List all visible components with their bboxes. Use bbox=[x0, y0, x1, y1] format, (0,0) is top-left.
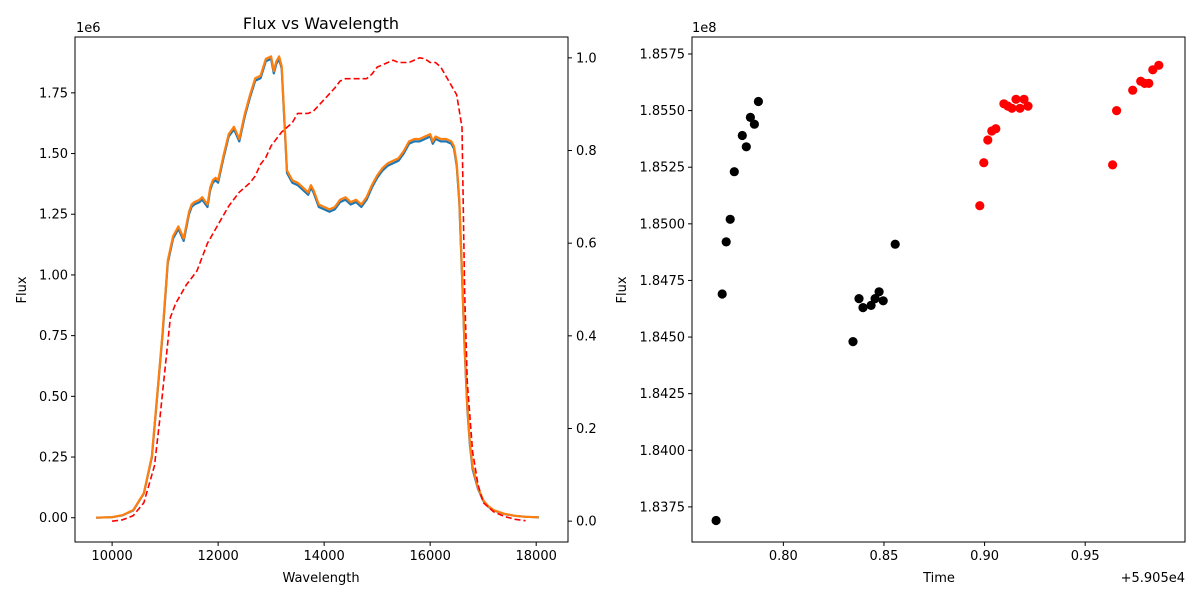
right-y-tick-label: 1.8525 bbox=[640, 161, 686, 176]
right-point-black-points bbox=[858, 303, 868, 313]
right-point-black-points bbox=[729, 167, 739, 177]
left-x-ticks: 10000 12000 14000 16000 18000 bbox=[91, 542, 557, 564]
left-chart-title: Flux vs Wavelength bbox=[243, 14, 399, 33]
right-point-black-points bbox=[721, 237, 731, 247]
left-series-flux-orange bbox=[96, 55, 539, 519]
right-point-black-points bbox=[874, 287, 884, 297]
right-y-tick-label: 1.8375 bbox=[640, 500, 686, 515]
right-point-red-points bbox=[1108, 160, 1118, 170]
right-x-tick-label: 0.80 bbox=[769, 549, 798, 564]
right-y-tick-label: 1.8500 bbox=[640, 217, 686, 232]
right-y-axis-label: Flux bbox=[615, 276, 630, 303]
left-y-tick-label: 1.50 bbox=[39, 147, 68, 162]
right-point-black-points bbox=[725, 214, 735, 224]
right-y-offset-label: 1e8 bbox=[692, 21, 717, 36]
right-point-black-points bbox=[745, 112, 756, 122]
left-y-tick-label: 1.25 bbox=[39, 208, 68, 223]
right-point-red-points bbox=[1015, 103, 1025, 113]
left-x-tick-label: 16000 bbox=[409, 549, 450, 564]
right-point-black-points bbox=[741, 142, 751, 152]
left-x-tick-label: 14000 bbox=[303, 549, 344, 564]
right-point-black-points bbox=[753, 96, 764, 107]
left-y-tick-label: 0.50 bbox=[39, 390, 68, 405]
left-y2-ticks: 0.0 0.2 0.4 0.6 0.8 1.0 bbox=[568, 51, 597, 530]
right-point-red-points bbox=[1023, 101, 1033, 111]
right-chart: 1e8 0.80 0.85 0.90 0.95 1.83751.84001.84251… bbox=[615, 21, 1186, 586]
right-point-red-points bbox=[991, 124, 1001, 134]
left-y2-tick-label: 1.0 bbox=[576, 51, 597, 66]
right-point-red-points bbox=[1007, 103, 1017, 113]
right-y-tick-label: 1.8400 bbox=[640, 444, 686, 459]
left-series-throughput bbox=[111, 56, 526, 522]
left-y2-tick-label: 0.6 bbox=[576, 237, 597, 252]
left-axes-frame bbox=[74, 36, 569, 543]
right-point-black-points bbox=[866, 300, 876, 310]
right-x-tick-label: 0.90 bbox=[970, 549, 999, 564]
right-x-offset-label: +5.905e4 bbox=[1121, 571, 1185, 586]
right-point-black-points bbox=[878, 296, 888, 306]
left-y-tick-label: 0.00 bbox=[39, 511, 68, 526]
left-y-axis-label: Flux bbox=[15, 276, 30, 303]
right-axes-frame bbox=[691, 36, 1186, 543]
left-y-ticks: 0.00 0.25 0.50 0.75 1.00 1.25 1.50 1.75 bbox=[39, 86, 75, 526]
right-y-ticks: 1.8375 1.8400 1.8425 1.8450 1.8475 1.8500 1.85… bbox=[640, 47, 692, 515]
right-point-red-points bbox=[1011, 94, 1021, 104]
right-point-black-points bbox=[890, 239, 900, 249]
right-y-tick-label: 1.8425 bbox=[640, 387, 686, 402]
right-y-tick-label: 1.8475 bbox=[640, 274, 686, 289]
right-point-black-points bbox=[737, 130, 747, 141]
right-point-red-points bbox=[1128, 85, 1138, 95]
right-y-tick-label: 1.8575 bbox=[640, 47, 686, 62]
left-x-axis-label: Wavelength bbox=[282, 571, 359, 586]
right-x-ticks: 0.80 0.85 0.90 0.95 bbox=[769, 542, 1100, 564]
left-x-tick-label: 12000 bbox=[197, 549, 238, 564]
left-y2-tick-label: 0.0 bbox=[576, 515, 597, 530]
right-x-axis-label: Time bbox=[922, 571, 955, 586]
right-point-red-points bbox=[1144, 78, 1154, 88]
right-point-red-points bbox=[1019, 94, 1029, 104]
right-point-red-points bbox=[975, 201, 985, 211]
left-y-tick-label: 0.25 bbox=[39, 451, 68, 466]
left-y-offset-label: 1e6 bbox=[76, 21, 101, 36]
left-y2-tick-label: 0.8 bbox=[576, 144, 597, 159]
left-y2-tick-label: 0.2 bbox=[576, 422, 597, 437]
right-point-black-points bbox=[870, 294, 880, 304]
right-x-tick-label: 0.95 bbox=[1071, 549, 1100, 564]
right-point-black-points bbox=[848, 337, 858, 347]
right-point-black-points bbox=[711, 515, 721, 526]
right-point-red-points bbox=[1154, 60, 1164, 70]
right-y-tick-label: 1.8550 bbox=[640, 104, 686, 119]
left-y-tick-label: 1.75 bbox=[39, 86, 68, 101]
right-point-black-points bbox=[717, 289, 727, 299]
left-x-tick-label: 18000 bbox=[516, 549, 557, 564]
left-y-tick-label: 1.00 bbox=[39, 268, 68, 283]
right-point-red-points bbox=[1112, 106, 1122, 116]
right-point-red-points bbox=[979, 158, 989, 168]
right-x-tick-label: 0.85 bbox=[869, 549, 898, 564]
left-chart: Flux vs Wavelength 1e6 10000 12000 14000 16… bbox=[15, 14, 597, 586]
left-x-tick-label: 10000 bbox=[91, 549, 132, 564]
left-y-tick-label: 0.75 bbox=[39, 329, 68, 344]
left-plot-area bbox=[96, 55, 539, 522]
right-y-tick-label: 1.8450 bbox=[640, 331, 686, 346]
right-point-black-points bbox=[854, 294, 864, 304]
right-point-red-points bbox=[983, 135, 993, 145]
left-y2-tick-label: 0.4 bbox=[576, 329, 597, 344]
right-point-black-points bbox=[749, 119, 760, 129]
right-plot-area bbox=[711, 60, 1164, 526]
